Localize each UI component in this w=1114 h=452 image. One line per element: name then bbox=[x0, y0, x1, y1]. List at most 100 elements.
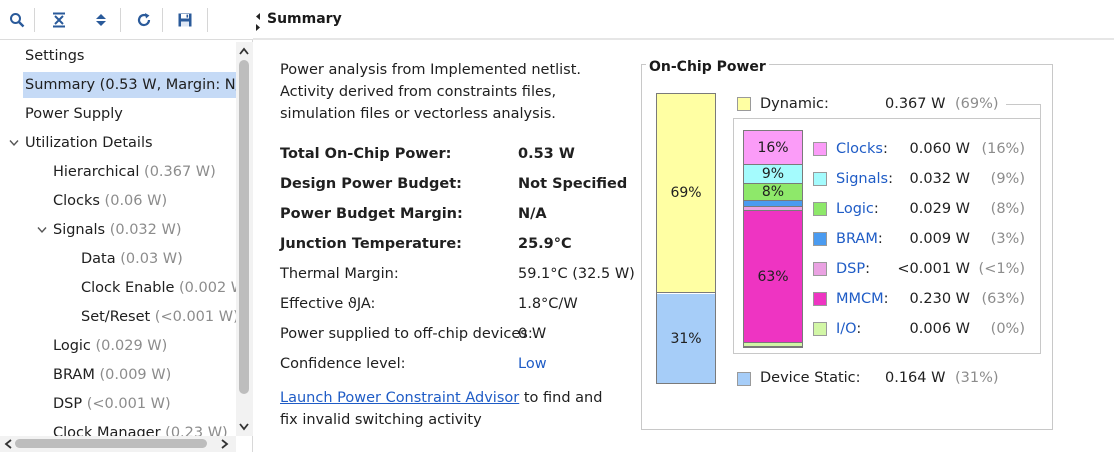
tree-item[interactable]: DSP (<0.001 W) bbox=[52, 391, 171, 417]
breakdown-bar-label: 16% bbox=[757, 139, 789, 156]
expand-all-icon[interactable] bbox=[90, 9, 112, 31]
tree-item[interactable]: Summary (0.53 W, Margin: N/A) bbox=[23, 72, 236, 98]
launch-power-constraint-advisor-link[interactable]: Launch Power Constraint Advisor bbox=[280, 390, 520, 406]
scroll-up-icon[interactable] bbox=[237, 44, 251, 58]
dynamic-breakdown-panel bbox=[733, 118, 1041, 354]
tree-expand-icon[interactable] bbox=[35, 217, 49, 243]
tree-item-label: Clock Manager bbox=[53, 425, 161, 436]
on-chip-power-panel bbox=[641, 64, 1053, 430]
tree-item[interactable]: Data (0.03 W) bbox=[80, 246, 183, 272]
component-link[interactable]: Clocks bbox=[836, 141, 883, 157]
tree-item-label: Hierarchical bbox=[53, 164, 140, 180]
component-swatch bbox=[813, 142, 827, 156]
vertical-scroll-thumb[interactable] bbox=[239, 60, 249, 394]
panel-collapse-icon[interactable] bbox=[254, 8, 262, 34]
search-icon[interactable] bbox=[6, 9, 28, 31]
left-panel: Settings Summary (0.53 W, Margin: N/A) Pow… bbox=[0, 0, 253, 452]
tree-item-power: (<0.001 W) bbox=[82, 396, 171, 412]
advisor-text: Launch Power Constraint Advisor to find … bbox=[280, 387, 620, 431]
tree-item[interactable]: BRAM (0.009 W) bbox=[52, 362, 171, 388]
tree-item-power: (0.03 W) bbox=[115, 251, 183, 267]
summary-row-value: 0 W bbox=[518, 326, 547, 342]
component-swatch bbox=[813, 292, 827, 306]
component-colon: : bbox=[856, 321, 862, 337]
toolbar-separator bbox=[120, 8, 121, 32]
scroll-left-icon[interactable] bbox=[1, 437, 15, 451]
component-swatch bbox=[813, 232, 827, 246]
tree-item[interactable]: Clock Manager (0.23 W) bbox=[52, 420, 228, 436]
summary-row-value: N/A bbox=[518, 206, 547, 222]
tree-item[interactable]: Clock Enable (0.002 W) bbox=[80, 275, 236, 301]
tree-item-power: (0.032 W) bbox=[105, 222, 182, 238]
tree-item[interactable]: Set/Reset (<0.001 W) bbox=[80, 304, 236, 330]
content-header bbox=[253, 0, 1114, 40]
component-link[interactable]: DSP bbox=[836, 261, 866, 277]
tree-item[interactable]: Clocks (0.06 W) bbox=[52, 188, 167, 214]
device-static-label: Device Static: bbox=[760, 370, 861, 386]
tree-item[interactable]: Settings bbox=[24, 43, 84, 69]
breakdown-bar-segment bbox=[744, 343, 802, 347]
component-link[interactable]: Signals bbox=[836, 171, 889, 187]
tree-item-power: (0.002 W) bbox=[179, 280, 236, 296]
tree-item[interactable]: Hierarchical (0.367 W) bbox=[52, 159, 216, 185]
component-percent: (0%) bbox=[990, 321, 1025, 337]
component-swatch bbox=[813, 202, 827, 216]
toolbar-separator bbox=[162, 8, 163, 32]
tree-item[interactable]: Logic (0.029 W) bbox=[52, 333, 167, 359]
component-legend-item: I/O: bbox=[836, 319, 861, 339]
refresh-icon[interactable] bbox=[133, 9, 155, 31]
total-power-bar: 69% 31% bbox=[656, 93, 716, 384]
breakdown-bar-segment bbox=[744, 201, 802, 207]
device-static-swatch bbox=[737, 372, 751, 386]
scroll-down-icon[interactable] bbox=[237, 420, 251, 434]
on-chip-power-title: On-Chip Power bbox=[646, 59, 769, 75]
tree-item-power: (0.23 W) bbox=[160, 425, 228, 436]
tree-item-label: Signals bbox=[53, 222, 106, 238]
device-static-percent: (31%) bbox=[955, 370, 999, 386]
dynamic-percent: (69%) bbox=[955, 96, 999, 112]
component-colon: : bbox=[882, 141, 888, 157]
component-percent: (9%) bbox=[990, 171, 1025, 187]
summary-row-value: 1.8°C/W bbox=[518, 296, 578, 312]
dynamic-breakdown-bar: 16% 9% 8% 63% bbox=[743, 130, 803, 348]
scroll-right-icon[interactable] bbox=[218, 437, 232, 451]
component-percent: (16%) bbox=[981, 141, 1025, 157]
component-legend-item: DSP: bbox=[836, 259, 870, 279]
dynamic-connector-line bbox=[1040, 104, 1041, 118]
component-link[interactable]: Logic bbox=[836, 201, 874, 217]
breakdown-bar-segment bbox=[744, 207, 802, 211]
save-icon[interactable] bbox=[174, 9, 196, 31]
summary-row-label: Junction Temperature: bbox=[280, 236, 462, 252]
page-title: Summary bbox=[267, 11, 342, 27]
tree-item[interactable]: Power Supply bbox=[24, 101, 123, 127]
tree-item-label: BRAM bbox=[53, 367, 95, 383]
horizontal-scroll-thumb[interactable] bbox=[15, 439, 207, 448]
tree-item[interactable]: Signals (0.032 W) bbox=[52, 217, 182, 243]
component-colon: : bbox=[888, 171, 893, 187]
component-link[interactable]: MMCM bbox=[836, 291, 884, 307]
summary-row-label: Design Power Budget: bbox=[280, 176, 462, 192]
summary-row-label: Effective ϑJA: bbox=[280, 296, 376, 312]
collapse-all-icon[interactable] bbox=[48, 9, 70, 31]
breakdown-bar-label: 8% bbox=[761, 184, 785, 200]
summary-row-value: 0.53 W bbox=[518, 146, 575, 162]
tree-item-label: Power Supply bbox=[25, 106, 123, 122]
component-value: 0.029 W bbox=[909, 201, 970, 217]
tree-item-label: DSP bbox=[53, 396, 83, 412]
tree-item[interactable]: Utilization Details bbox=[24, 130, 153, 156]
component-legend-item: BRAM: bbox=[836, 229, 883, 249]
component-link[interactable]: I/O bbox=[836, 321, 857, 337]
component-swatch bbox=[813, 262, 827, 276]
tree-item-power: (0.029 W) bbox=[90, 338, 168, 354]
component-value: 0.009 W bbox=[909, 231, 970, 247]
horizontal-scrollbar[interactable] bbox=[0, 436, 236, 452]
component-value: 0.006 W bbox=[909, 321, 970, 337]
summary-row-label: Confidence level: bbox=[280, 356, 406, 372]
confidence-level-link[interactable]: Low bbox=[518, 356, 547, 372]
component-link[interactable]: BRAM bbox=[836, 231, 878, 247]
vertical-scrollbar[interactable] bbox=[236, 42, 253, 436]
tree-expand-icon[interactable] bbox=[7, 130, 21, 156]
dynamic-connector-line bbox=[1006, 104, 1040, 105]
summary-row-label: Power Budget Margin: bbox=[280, 206, 463, 222]
component-value: 0.032 W bbox=[909, 171, 970, 187]
